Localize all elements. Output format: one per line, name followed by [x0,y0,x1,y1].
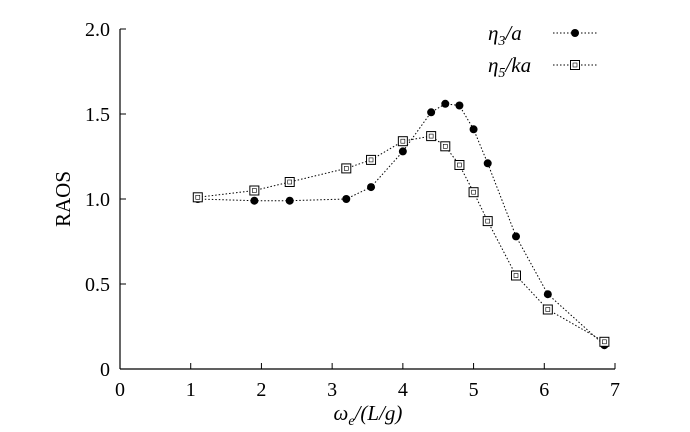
data-point-inner [343,166,349,171]
legend-marker-eta5-inner [572,62,578,68]
legend-marker-eta3 [571,29,579,37]
legend-item-eta3: η3/a [488,21,597,49]
series-line [197,103,605,346]
x-axis-title-symbol: ω [334,401,349,425]
y-tick-label: 1.5 [85,104,110,126]
data-point-inner [428,133,434,139]
x-tick-label: 2 [256,379,266,401]
x-tick-label: 1 [186,379,196,401]
y-tick-label: 0 [100,359,110,381]
data-point-inner [602,339,607,345]
data-point [441,99,450,108]
data-point [285,196,294,205]
x-axis-title-subscript: e [348,414,354,429]
data-point-inner [545,307,551,312]
y-tick-label: 0.5 [85,274,110,296]
x-tick-label: 6 [539,379,549,401]
data-point-inner [252,188,257,193]
legend-item-eta5: η5/ka [488,53,597,81]
data-point [398,147,407,156]
data-point [455,101,464,110]
x-tick-label: 5 [469,379,479,401]
data-point [512,232,520,241]
data-point [427,108,436,117]
y-axis-title: RAOS [51,171,75,227]
y-tick-label: 2.0 [85,19,110,41]
x-tick-label: 0 [115,379,125,401]
legend: η3/a η5/ka [488,21,597,81]
data-point-inner [457,162,462,168]
x-tick-label: 4 [398,379,408,401]
ticks: 0 1 2 3 4 5 6 7 0 0.5 1.0 1.5 2.0 [85,19,620,401]
x-tick-label: 7 [610,379,620,401]
data-point-inner [513,273,519,278]
data-point-inner [368,157,374,163]
data-point-inner [195,195,201,200]
legend-label-eta5: η5/ka [488,53,531,81]
data-point [367,183,376,192]
x-tick-label: 3 [327,379,337,401]
data-point [483,159,492,168]
x-axis-title: ωe/(L/g) [334,401,403,429]
series-layer [192,99,610,350]
data-point-inner [287,179,293,185]
x-axis-title-rest: /(L/g) [354,401,403,425]
series-1 [192,131,610,347]
data-point-inner [471,189,476,195]
data-point [469,125,478,134]
data-point-inner [400,138,406,144]
data-point [543,290,552,299]
data-point [250,196,259,205]
data-point-inner [442,144,448,149]
y-tick-label: 1.0 [85,189,110,211]
series-line [197,135,605,343]
legend-label-eta3: η3/a [488,21,522,49]
data-point [342,195,351,203]
data-point-inner [485,218,491,224]
